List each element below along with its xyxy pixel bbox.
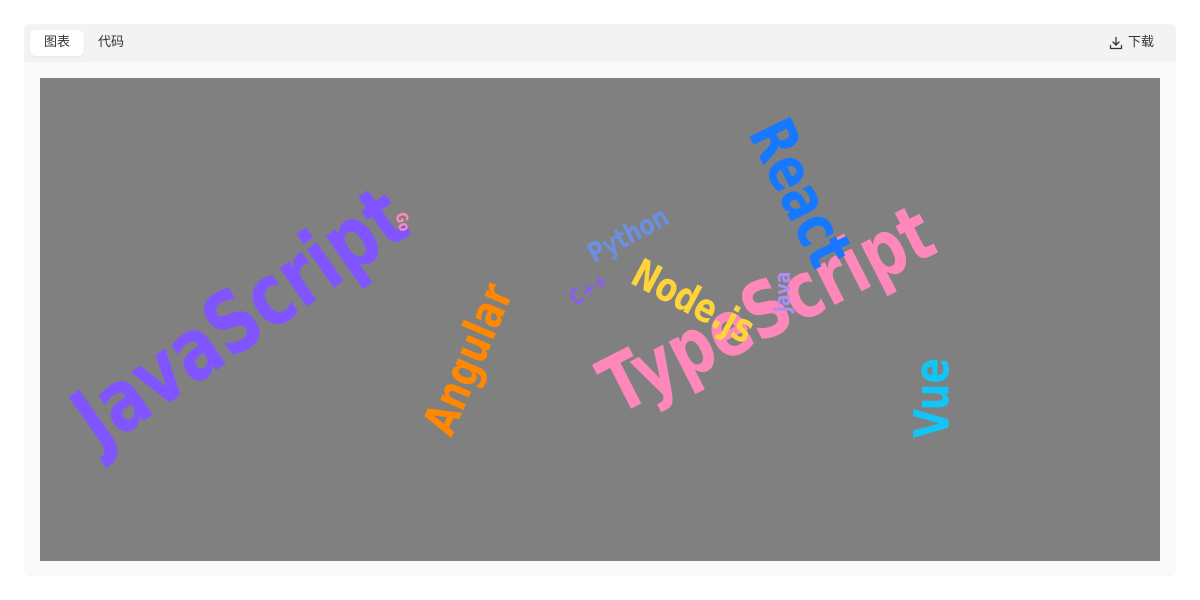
download-button[interactable]: 下载 [1109, 30, 1154, 56]
word-java: Java [770, 272, 796, 314]
word-angular: Angular [412, 275, 524, 443]
chart-panel: 图表 代码 下载 JavaScript TypeScript React Angula… [24, 24, 1176, 576]
download-label: 下载 [1127, 35, 1154, 50]
word-c-: C++ [565, 267, 614, 311]
word-javascript: JavaScript [51, 167, 426, 472]
word-cloud-chart: JavaScript TypeScript React Angular Node.js V… [40, 78, 1160, 561]
word-go: Go [391, 211, 413, 234]
word-react: React [734, 108, 867, 279]
word-vue: Vue [905, 358, 961, 438]
tab-chart[interactable]: 图表 [30, 30, 85, 56]
toolbar: 图表 代码 下载 [24, 24, 1176, 62]
tab-code[interactable]: 代码 [98, 35, 125, 50]
download-icon [1109, 36, 1123, 50]
